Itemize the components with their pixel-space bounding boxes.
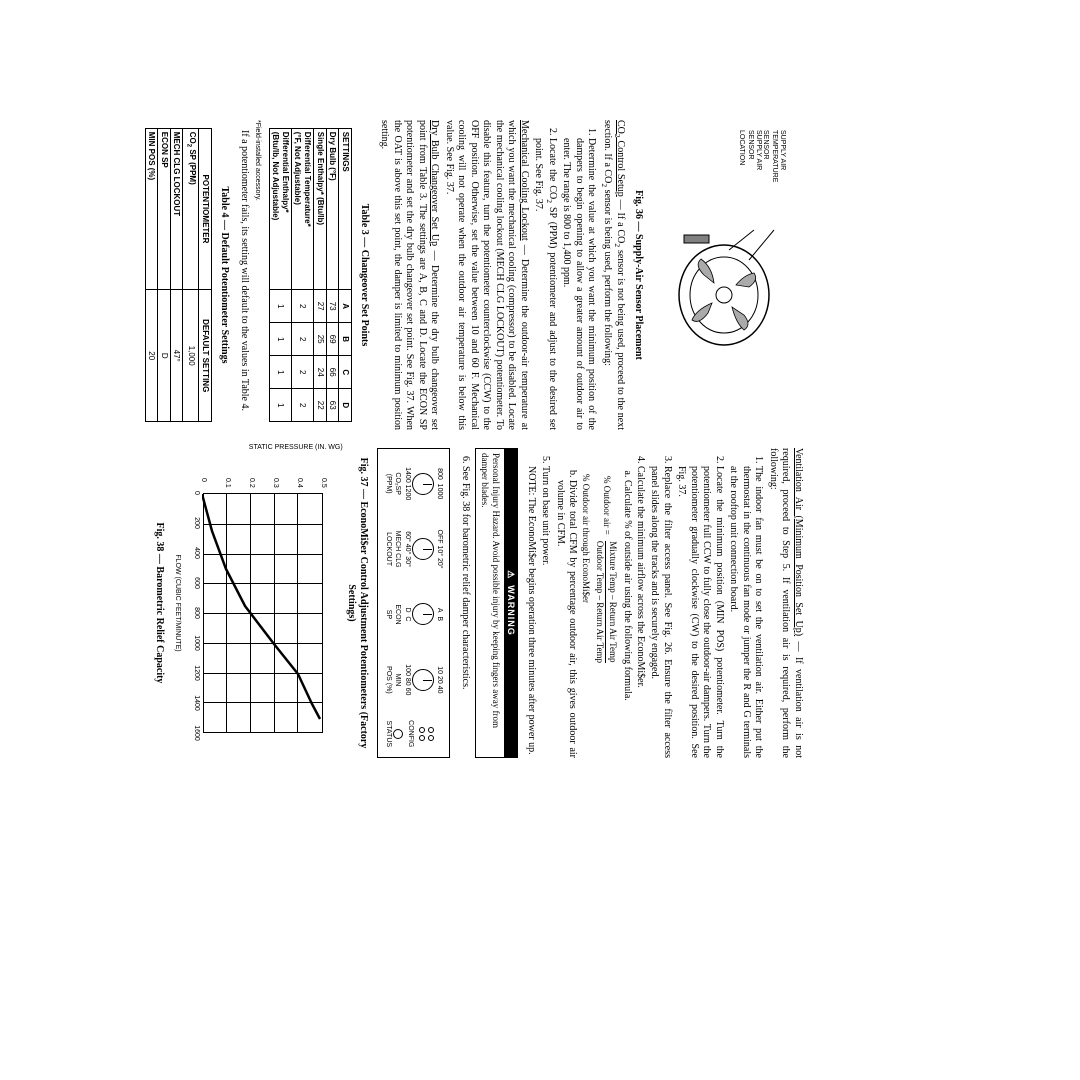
table-row: MECH CLG LOCKOUT47° (170, 128, 183, 422)
vent-step: Replace the filter access panel. See Fig… (648, 466, 673, 758)
fig37-caption: Fig. 37 — EconoMi$er Control Adjustment … (345, 448, 369, 758)
fig38-caption: Fig. 38 — Barometric Relief Capacity (153, 448, 165, 758)
table3-caption: Table 3 — Changeover Set Points (358, 120, 370, 430)
calc-step: Divide total CFM by percentage outdoor a… (553, 480, 578, 758)
minpos-pot-icon (412, 669, 434, 691)
status-led-icon (393, 729, 403, 739)
drybulb-text: Dry Bulb Changeover Set Up — Determine t… (378, 120, 441, 430)
formula: % Outdoor air = Mixture Temp – Return Ai… (592, 474, 619, 758)
note-text: NOTE: The EconoMi$er begins operation th… (524, 466, 537, 758)
vent-steps: The indoor fan must be on to set the ven… (522, 448, 764, 758)
fig37-control: 800 1000 1400 1200 CO₂SP (PPM) OFF 10° 2… (377, 448, 451, 758)
vent-step: Calculate the minimum airflow across the… (553, 466, 646, 758)
co2-pot-icon (412, 473, 434, 495)
vent-step: The indoor fan must be on to set the ven… (727, 466, 765, 758)
warning-triangle-icon: ⚠ (506, 570, 517, 579)
table-row: Dry Bulb (°F)73696663 (326, 128, 339, 422)
fig36-sensor-placement: SUPPLY AIR TEMPERATURE SENSOR SUPPLY AIR… (654, 185, 804, 365)
label-temp-sensor: SUPPLY AIR TEMPERATURE SENSOR (761, 130, 786, 182)
table-row: POTENTIOMETER DEFAULT SETTING (199, 128, 212, 422)
table4-caption: Table 4 — Default Potentiometer Settings (218, 120, 230, 430)
table-row: CO2 SP (PPM)1,000 (183, 128, 199, 422)
table-row: ECON SPD (158, 128, 171, 422)
table4: POTENTIOMETER DEFAULT SETTING CO2 SP (PP… (145, 128, 212, 423)
table3: SETTINGS A B C D Dry Bulb (°F)73696663 S… (269, 128, 352, 423)
mech-lockout: Mechanical Cooling Lockout — Determine t… (442, 120, 530, 430)
co2-step-1: Determine the value at which you want th… (560, 138, 598, 430)
table-row: Differential Temperature* (°F, Not Adjus… (291, 128, 313, 422)
calc-step: Calculate % of outside air using the fol… (621, 480, 634, 758)
vent-step-5: Turn on base unit power. NOTE: The Econo… (524, 466, 551, 758)
vent-intro: Ventilation Air (Minimum Position Set Up… (767, 448, 805, 758)
pot-fail-text: If a potentiometer fails, its setting wi… (238, 120, 251, 430)
fig36-caption: Fig. 36 — Supply-Air Sensor Placement (632, 120, 644, 430)
co2-steps: Determine the value at which you want th… (530, 120, 597, 430)
econ-pot-icon (412, 603, 434, 625)
table3-footnote: *Field-installed accessory. (252, 120, 260, 430)
co2-step-2: Locate the CO2 SP (PPM) potentiometer an… (532, 138, 558, 430)
table-row: Single Enthalpy* (Btu/lb)27252422 (314, 128, 327, 422)
table-row: MIN POS (%)20 (145, 128, 158, 422)
warning-bar: ⚠ WARNING (504, 448, 519, 758)
warning-text: Personal Injury Hazard. Avoid possible i… (475, 448, 504, 758)
co2-intro: CO2 Control Setup — If a CO2 sensor is n… (599, 120, 626, 430)
right-column: Ventilation Air (Minimum Position Set Up… (0, 448, 804, 758)
mech-pot-icon (412, 538, 434, 560)
table-row: SETTINGS A B C D (339, 128, 352, 422)
table-row: Differential Enthalpy* (Btu/lb, Not Adju… (269, 128, 291, 422)
label-sensor-loc: SUPPLY AIR SENSOR LOCATION (737, 130, 762, 170)
relief-step: See Fig. 38 for barometric relief damper… (458, 466, 471, 758)
fig38-chart: STATIC PRESSURE (IN. WG) (173, 453, 333, 753)
left-column: SUPPLY AIR TEMPERATURE SENSOR SUPPLY AIR… (0, 120, 804, 430)
vent-step: Locate the minimum position (MIN POS) po… (675, 466, 725, 758)
warning-label: WARNING (506, 585, 517, 636)
